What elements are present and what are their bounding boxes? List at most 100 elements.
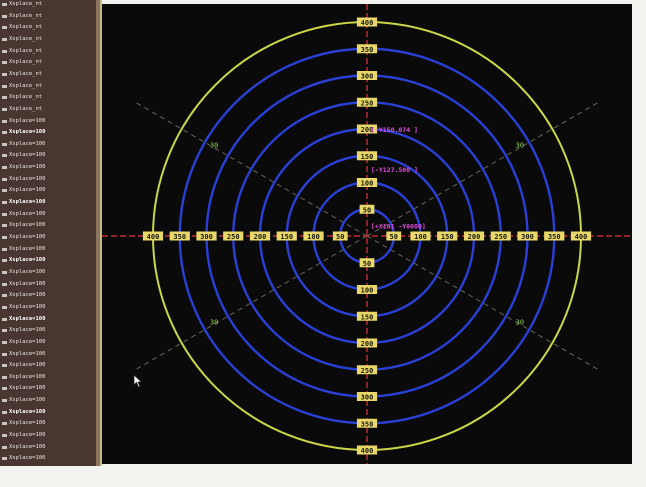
log-row-text: Xsplace_nt: [9, 105, 43, 112]
log-row-marker: [2, 224, 7, 228]
log-row-text: Xsplace=100: [9, 292, 46, 299]
axis-tick-label: 250: [227, 233, 240, 241]
log-row: Xsplace=100: [0, 291, 98, 300]
axis-label-bg: [276, 231, 297, 241]
log-row-marker: [2, 212, 7, 216]
log-row: Xsplace=100: [0, 163, 98, 172]
log-row-text: Xsplace_nt: [9, 12, 43, 19]
axis-label-bg: [570, 231, 592, 241]
log-row-marker: [2, 305, 7, 309]
axis-tick-label: 200: [361, 126, 374, 134]
log-row: Xsplace_nt: [0, 58, 98, 67]
log-row-text: Xsplace=100: [9, 443, 46, 450]
log-row: Xsplace=100: [0, 408, 98, 417]
log-row-marker: [2, 282, 7, 286]
log-row-text: Xsplace=100: [9, 280, 46, 287]
axis-tick-label: 200: [468, 233, 481, 241]
log-row-marker: [2, 457, 7, 461]
log-row-marker: [2, 364, 7, 368]
panel-edge: [100, 0, 102, 466]
log-row-text: Xsplace=100: [9, 303, 46, 310]
axis-tick-label: 150: [280, 233, 293, 241]
mouse-pointer-icon: [133, 374, 143, 388]
log-row-marker: [2, 259, 7, 263]
log-row-marker: [2, 434, 7, 438]
axis-tick-label: 200: [361, 340, 374, 348]
log-row-text: Xsplace=100: [9, 164, 46, 171]
log-row-marker: [2, 236, 7, 239]
axis-label-bg: [386, 231, 402, 241]
axis-tick-label: 50: [363, 260, 371, 268]
radar-view[interactable]: 50 50 100 100 150 150 200 200 250 250 300 300 350 350…: [102, 4, 632, 464]
axis-label-bg: [356, 44, 378, 54]
log-row-marker: [2, 375, 7, 379]
log-row: Xsplace=100: [0, 245, 98, 254]
log-row: Xsplace=100: [0, 326, 98, 335]
log-row-marker: [2, 96, 7, 100]
log-row-marker: [2, 26, 7, 30]
log-row-marker: [2, 49, 7, 53]
axis-label-bg: [356, 124, 378, 134]
log-row-text: Xsplace_nt: [9, 59, 43, 66]
log-row-text: Xsplace=100: [9, 327, 46, 334]
log-row: Xsplace=100: [0, 221, 98, 230]
log-row: Xsplace=100: [0, 454, 98, 463]
log-row-marker: [2, 399, 7, 403]
axis-tick-label: 350: [173, 233, 186, 241]
log-row: Xsplace=100: [0, 151, 98, 160]
log-row-marker: [2, 166, 7, 170]
log-row-text: Xsplace=100: [9, 152, 46, 159]
log-row: Xsplace=100: [0, 419, 98, 428]
log-row-text: Xsplace=100: [9, 350, 46, 357]
log-row: Xsplace=100: [0, 128, 98, 137]
axis-tick-label: 150: [361, 313, 374, 321]
log-row-text: Xsplace=100: [9, 420, 46, 427]
log-row: Xsplace_nt: [0, 0, 98, 9]
log-row-text: Xsplace_nt: [9, 70, 43, 77]
axis-tick-label: 300: [361, 394, 374, 402]
log-row-marker: [2, 142, 7, 146]
log-row-text: Xsplace=100: [9, 140, 46, 147]
log-row-text: Xsplace=100: [9, 373, 46, 380]
radar-plot: 50 50 100 100 150 150 200 200 250 250 300 300 350 350…: [102, 4, 632, 464]
log-row-marker: [2, 247, 7, 251]
axis-label-bg: [356, 311, 378, 321]
axis-label-bg: [196, 231, 217, 241]
log-row-marker: [2, 445, 7, 449]
diagonal-line: [366, 100, 602, 237]
log-row: Xsplace_nt: [0, 12, 98, 21]
log-row-marker: [2, 72, 7, 76]
log-panel: Xsplace_nt Xsplace_nt Xsplace_nt Xsplace_nt…: [0, 0, 98, 466]
log-row-text: Xsplace=100: [9, 175, 46, 182]
log-row-marker: [2, 387, 7, 391]
axis-tick-label: 250: [361, 99, 374, 107]
log-row: Xsplace=100: [0, 140, 98, 149]
axis-label-bg: [356, 338, 378, 348]
axis-label-bg: [356, 445, 378, 455]
axis-tick-label: 50: [336, 233, 344, 241]
log-row: Xsplace=100: [0, 338, 98, 347]
axis-label-bg: [517, 231, 538, 241]
log-row: Xsplace=100: [0, 361, 98, 370]
axis-label-bg: [303, 231, 324, 241]
log-row-marker: [2, 317, 7, 321]
log-row-marker: [2, 340, 7, 344]
log-row: Xsplace_nt: [0, 23, 98, 32]
log-row-marker: [2, 329, 7, 333]
log-row-marker: [2, 61, 7, 65]
log-row: Xsplace=100: [0, 384, 98, 393]
axis-tick-label: 350: [361, 420, 374, 428]
panel-divider[interactable]: [96, 0, 102, 466]
log-row-text: Xsplace_nt: [9, 35, 43, 42]
log-row: Xsplace=100: [0, 256, 98, 265]
axis-label-bg: [332, 231, 348, 241]
log-row-text: Xsplace=100: [9, 455, 46, 462]
axis-label-bg: [356, 285, 378, 294]
log-row-text: Xsplace_nt: [9, 24, 43, 31]
axis-tick-label: 100: [361, 180, 374, 188]
axis-label-bg: [490, 231, 511, 241]
axis-tick-label: 100: [307, 233, 320, 241]
log-row-marker: [2, 14, 7, 18]
axis-tick-label: 100: [414, 233, 427, 241]
log-row-marker: [2, 131, 7, 135]
